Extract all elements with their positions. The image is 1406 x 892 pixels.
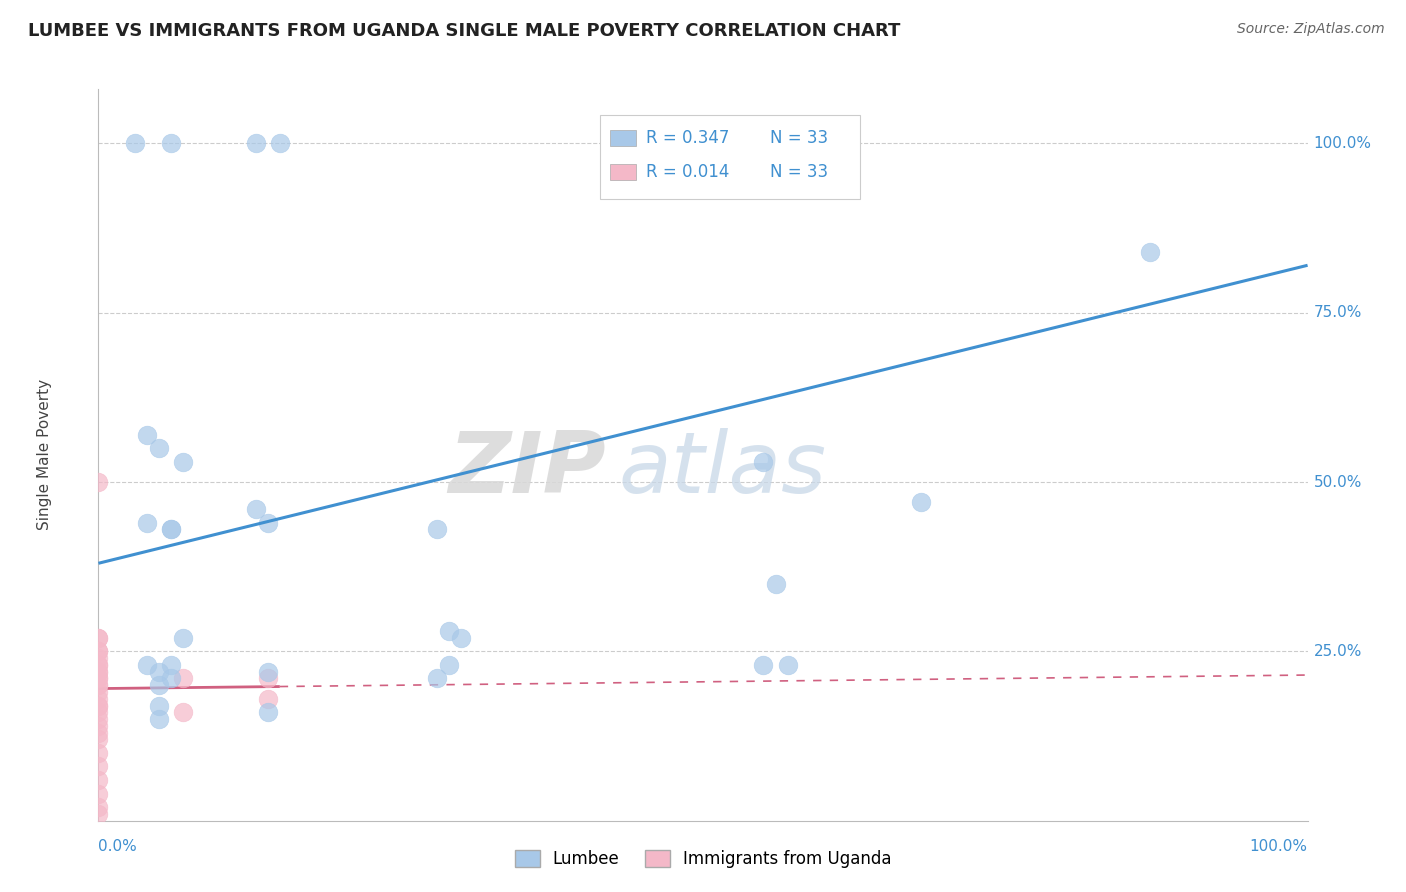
Point (87, 631, 110, 645)
Text: R = 0.347: R = 0.347 (647, 129, 730, 147)
Text: ZIP: ZIP (449, 428, 606, 511)
Point (776, 657, 799, 672)
Point (87, 732, 110, 747)
Point (160, 523, 183, 537)
Point (87, 665, 110, 679)
Text: Single Male Poverty: Single Male Poverty (37, 379, 52, 531)
Point (752, 455, 775, 469)
Text: LUMBEE VS IMMIGRANTS FROM UGANDA SINGLE MALE POVERTY CORRELATION CHART: LUMBEE VS IMMIGRANTS FROM UGANDA SINGLE … (28, 22, 900, 40)
Legend: Lumbee, Immigrants from Uganda: Lumbee, Immigrants from Uganda (508, 843, 898, 874)
Point (245, 502, 267, 516)
Point (172, 631, 194, 645)
Point (87, 651, 110, 665)
Point (160, 657, 183, 672)
Point (160, 136, 183, 151)
Point (87, 657, 110, 672)
FancyBboxPatch shape (600, 115, 860, 199)
Point (87, 772, 110, 787)
Point (172, 455, 194, 469)
Point (87, 725, 110, 739)
Point (87, 685, 110, 699)
Point (87, 672, 110, 686)
Text: 75.0%: 75.0% (1313, 305, 1362, 320)
Point (87, 672, 110, 686)
Text: R = 0.014: R = 0.014 (647, 163, 730, 181)
Text: atlas: atlas (619, 428, 827, 511)
Bar (610, 164, 637, 180)
Point (256, 706, 278, 720)
Point (124, 136, 146, 151)
Point (87, 706, 110, 720)
Point (148, 441, 170, 455)
Point (148, 665, 170, 679)
Point (87, 698, 110, 713)
Point (135, 657, 157, 672)
Text: N = 33: N = 33 (769, 163, 828, 181)
Point (1139, 244, 1161, 259)
Point (87, 746, 110, 760)
Point (426, 523, 449, 537)
Text: 25.0%: 25.0% (1313, 644, 1362, 659)
Point (450, 631, 472, 645)
Text: 100.0%: 100.0% (1313, 136, 1372, 151)
Point (87, 800, 110, 814)
Point (87, 698, 110, 713)
Point (160, 672, 183, 686)
Point (87, 657, 110, 672)
Point (765, 576, 787, 591)
Point (269, 136, 291, 151)
Point (87, 678, 110, 692)
Point (87, 678, 110, 692)
Text: 50.0%: 50.0% (1313, 475, 1362, 490)
Point (752, 657, 775, 672)
Point (910, 495, 932, 509)
Point (87, 644, 110, 658)
Bar (610, 130, 637, 146)
Point (87, 787, 110, 801)
Point (87, 759, 110, 773)
Point (87, 712, 110, 726)
Point (256, 691, 278, 706)
Point (426, 672, 449, 686)
Point (135, 427, 157, 442)
Point (148, 678, 170, 692)
Point (87, 691, 110, 706)
Point (148, 698, 170, 713)
Point (87, 475, 110, 489)
Point (245, 136, 267, 151)
Text: N = 33: N = 33 (769, 129, 828, 147)
Point (437, 624, 460, 638)
Text: Source: ZipAtlas.com: Source: ZipAtlas.com (1237, 22, 1385, 37)
Point (135, 516, 157, 530)
Text: 0.0%: 0.0% (98, 838, 138, 854)
Point (256, 672, 278, 686)
Point (87, 665, 110, 679)
Point (87, 806, 110, 821)
Point (172, 672, 194, 686)
Point (256, 665, 278, 679)
Point (148, 712, 170, 726)
Point (160, 523, 183, 537)
Point (87, 631, 110, 645)
Point (87, 719, 110, 733)
Point (87, 644, 110, 658)
Point (437, 657, 460, 672)
Point (256, 516, 278, 530)
Text: 100.0%: 100.0% (1250, 838, 1308, 854)
Point (172, 706, 194, 720)
